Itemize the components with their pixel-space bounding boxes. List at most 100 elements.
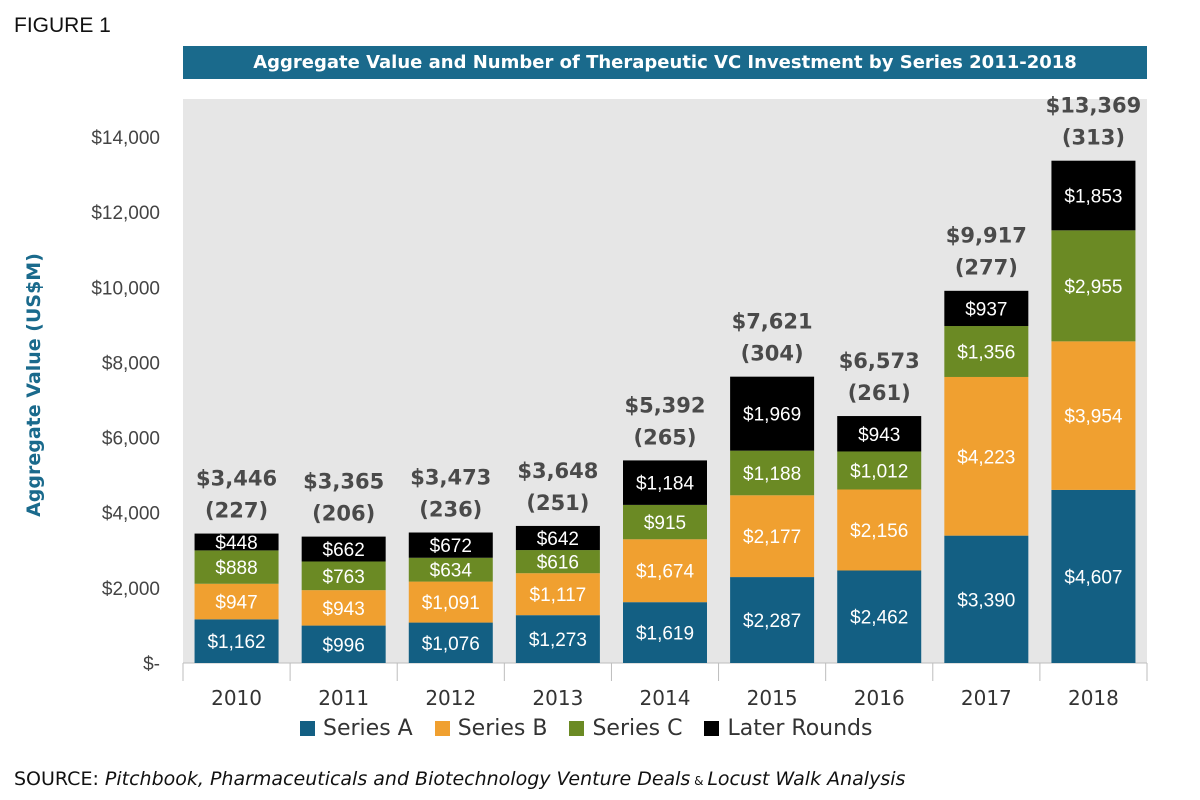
bar-segment: [301, 536, 386, 562]
bar-segment: [730, 450, 815, 496]
y-tick-label: $12,000: [91, 203, 160, 224]
segment-value-label: $915: [644, 513, 686, 534]
bar-segment: [837, 570, 922, 663]
bar-segment: [408, 557, 493, 582]
x-tick-label: 2015: [747, 686, 798, 710]
bar-segment: [623, 602, 707, 663]
figure-label: FIGURE 1: [14, 14, 111, 37]
segment-value-label: $1,356: [957, 342, 1015, 363]
legend-item: Series A: [300, 716, 413, 741]
segment-value-label: $1,117: [530, 585, 587, 606]
legend-label: Series C: [592, 716, 683, 741]
y-tick-label: $4,000: [102, 504, 160, 525]
bar-segment: [408, 622, 493, 663]
y-tick-label: $14,000: [91, 128, 160, 149]
deal-count-label: (251): [526, 491, 589, 515]
segment-value-label: $943: [323, 599, 365, 620]
source-prefix: SOURCE:: [14, 768, 105, 790]
x-tick-label: 2016: [854, 686, 905, 710]
x-tick-label: 2013: [532, 686, 583, 710]
segment-value-label: $662: [323, 540, 365, 561]
y-axis-ticks: $- $2,000 $4,000 $6,000 $8,000 $10,000 $12,000…: [91, 128, 160, 675]
total-value-label: $3,648: [517, 459, 598, 483]
total-value-label: $13,369: [1046, 94, 1142, 118]
segment-value-label: $1,076: [422, 634, 480, 655]
bar-segment: [515, 525, 600, 551]
bar-segment: [944, 326, 1029, 377]
y-axis-title: Aggregate Value (US$M): [23, 253, 45, 517]
bar-segment: [730, 495, 815, 578]
bar-segment: [301, 590, 386, 626]
segment-value-label: $2,955: [1064, 277, 1122, 298]
bar-segment: [944, 376, 1029, 536]
bar-segment: [194, 533, 279, 551]
bar-segment: [623, 504, 707, 540]
bar-segment: [1051, 489, 1136, 663]
total-value-label: $3,473: [410, 466, 491, 490]
x-tick-label: 2014: [640, 686, 691, 710]
legend-label: Series A: [323, 716, 413, 741]
legend: Series A Series B Series C Later Rounds: [300, 716, 894, 741]
source-amp: &: [690, 774, 708, 788]
source-part1: Pitchbook, Pharmaceuticals and Biotechno…: [104, 768, 691, 790]
bar-segment: [301, 561, 386, 591]
segment-value-label: $943: [858, 425, 900, 446]
segment-value-label: $996: [323, 635, 365, 656]
bar-segment: [837, 489, 922, 571]
legend-label: Series B: [457, 716, 548, 741]
bar-segment: [408, 532, 493, 558]
chart-title-bar: Aggregate Value and Number of Therapeuti…: [183, 46, 1147, 79]
y-tick-label: $2,000: [102, 579, 160, 600]
deal-count-label: (261): [848, 381, 911, 405]
bar-segment: [944, 535, 1029, 663]
legend-swatch: [300, 721, 315, 736]
segment-value-label: $2,156: [850, 521, 908, 542]
deal-count-label: (227): [205, 499, 268, 523]
segment-value-label: $1,853: [1064, 187, 1122, 208]
segment-value-label: $3,954: [1064, 407, 1123, 428]
bar-segment: [623, 460, 707, 505]
source-note: SOURCE: Pitchbook, Pharmaceuticals and B…: [14, 768, 905, 790]
bar-segment: [515, 615, 600, 663]
legend-swatch: [434, 721, 450, 736]
segment-value-label: $448: [215, 533, 257, 554]
segment-labels: $1,162 $947 $888 $448 $996 $943 $763 $662 $1,076…: [207, 187, 1122, 657]
segment-value-label: $1,188: [743, 464, 801, 485]
deal-count-label: (313): [1062, 126, 1125, 150]
bar-segment: [194, 619, 279, 663]
segment-value-label: $4,223: [957, 447, 1015, 468]
segment-value-label: $1,273: [529, 630, 587, 651]
segment-value-label: $672: [430, 536, 472, 557]
total-value-label: $9,917: [946, 223, 1027, 247]
deal-count-label: (277): [955, 255, 1018, 279]
bar-segment: [194, 583, 279, 620]
segment-value-label: $1,969: [743, 405, 801, 426]
legend-swatch: [704, 721, 720, 736]
y-tick-label: $10,000: [91, 278, 160, 299]
y-axis-title-group: Aggregate Value (US$M): [23, 253, 45, 517]
total-value-label: $3,365: [303, 470, 384, 494]
segment-value-label: $2,287: [743, 611, 801, 632]
x-tick-label: 2011: [318, 686, 369, 710]
segment-value-label: $763: [323, 567, 365, 588]
segment-value-label: $1,619: [636, 624, 694, 645]
chart-title: Aggregate Value and Number of Therapeuti…: [253, 52, 1077, 73]
segment-value-label: $1,674: [636, 562, 695, 583]
y-tick-label: $8,000: [102, 353, 160, 374]
bar-segment: [194, 550, 279, 584]
total-value-label: $5,392: [624, 393, 705, 417]
deal-count-label: (304): [741, 342, 804, 366]
legend-item: Series C: [569, 716, 682, 741]
bar-segment: [301, 625, 386, 663]
legend-label: Later Rounds: [727, 716, 873, 741]
segment-value-label: $2,462: [850, 608, 908, 629]
y-tick-label: $-: [143, 654, 160, 675]
total-value-label: $3,446: [196, 467, 277, 491]
segment-value-label: $3,390: [957, 590, 1015, 611]
segment-value-label: $634: [430, 561, 473, 582]
segment-value-label: $947: [215, 593, 257, 614]
total-value-label: $7,621: [732, 310, 813, 334]
x-tick-label: 2017: [961, 686, 1012, 710]
bar-segment: [730, 577, 815, 663]
